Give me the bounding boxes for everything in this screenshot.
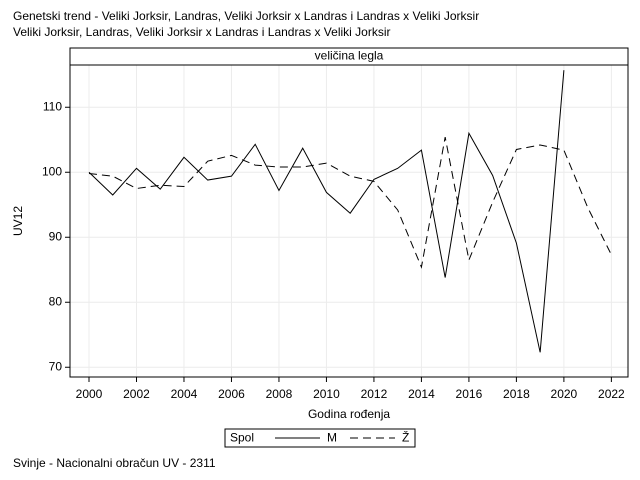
y-tick-label: 110: [43, 99, 62, 113]
title-line: Veliki Jorksir, Landras, Veliki Jorksir …: [13, 25, 390, 39]
x-tick-label: 2000: [76, 387, 103, 401]
series-line: [88, 137, 612, 269]
legend-title: Spol: [230, 431, 254, 445]
x-tick-label: 2002: [123, 387, 150, 401]
x-tick-label: 2020: [551, 387, 578, 401]
x-axis-label: Godina rođenja: [308, 407, 390, 421]
y-tick-label: 80: [49, 294, 63, 308]
title-line: Genetski trend - Veliki Jorksir, Landras…: [13, 9, 479, 23]
series-line: [88, 70, 565, 353]
x-tick-label: 2010: [313, 387, 340, 401]
panel-label: veličina legla: [315, 49, 384, 63]
x-tick-label: 2018: [503, 387, 530, 401]
legend-label: Ž: [402, 430, 409, 445]
plot-frame: [69, 64, 629, 378]
x-tick-label: 2014: [408, 387, 435, 401]
y-tick-label: 100: [42, 164, 62, 178]
x-tick-label: 2004: [171, 387, 198, 401]
x-tick-label: 2012: [361, 387, 388, 401]
footnote: Svinje - Nacionalni obračun UV - 2311: [13, 456, 216, 470]
y-tick-label: 70: [49, 359, 63, 373]
legend-label: M: [327, 431, 337, 445]
y-tick-label: 90: [49, 229, 63, 243]
x-tick-label: 2006: [218, 387, 245, 401]
y-axis-label: UV12: [11, 206, 25, 236]
x-tick-label: 2022: [598, 387, 625, 401]
x-tick-label: 2016: [456, 387, 483, 401]
x-tick-label: 2008: [266, 387, 293, 401]
